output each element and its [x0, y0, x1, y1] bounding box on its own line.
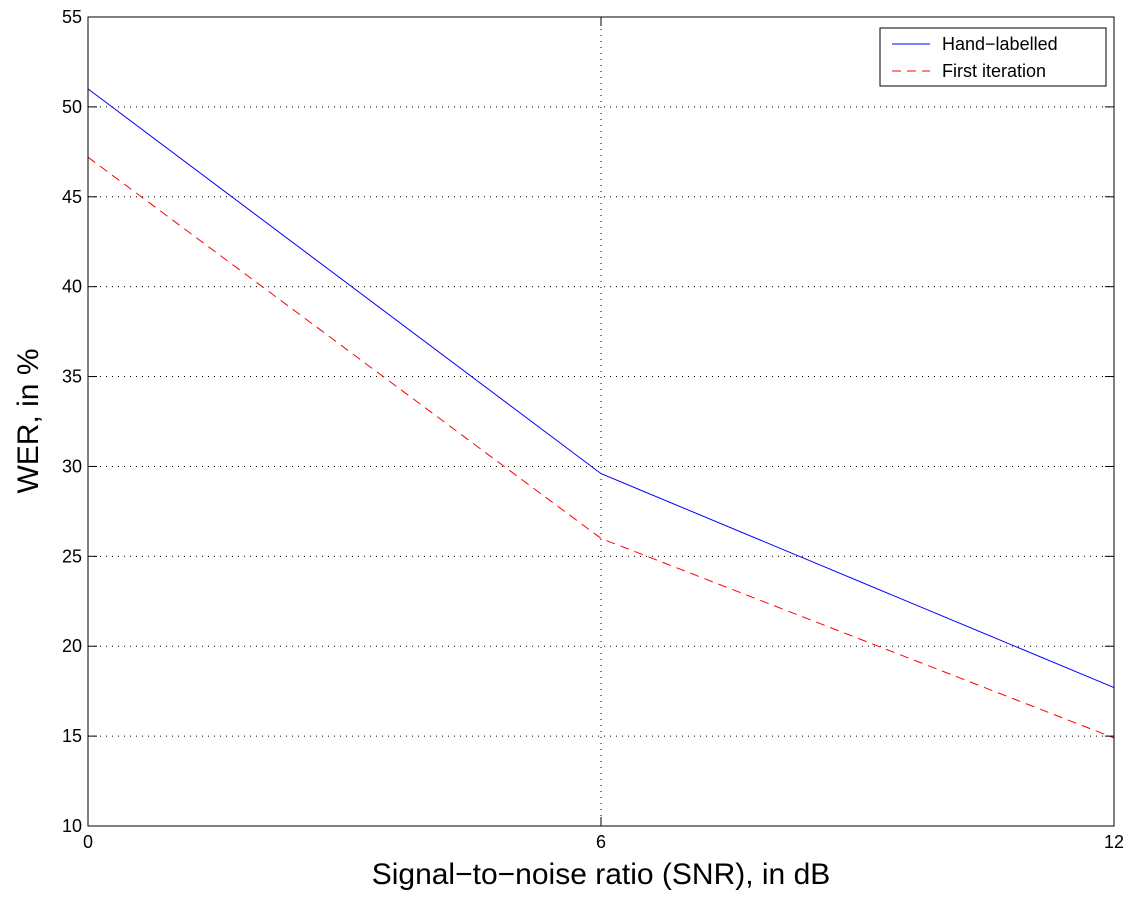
y-tick-label: 40 [62, 277, 82, 297]
x-tick-label: 0 [83, 832, 93, 852]
plot-background [88, 17, 1114, 826]
y-tick-label: 25 [62, 546, 82, 566]
series-line-0 [87, 88, 1115, 689]
y-tick-label: 10 [62, 816, 82, 836]
legend-box [879, 27, 1107, 87]
y-tick-label: 20 [62, 636, 82, 656]
y-tick-label: 55 [62, 7, 82, 27]
y-tick-label: 15 [62, 726, 82, 746]
y-tick-label: 50 [62, 97, 82, 117]
legend: Hand−labelled First iteration [879, 27, 1107, 87]
y-axis-title: WER, in % [12, 348, 45, 493]
series-lines [87, 88, 1115, 739]
axis-ticks: 10 15 20 25 30 35 40 45 50 55 0 6 12 [62, 7, 1124, 852]
x-axis-title: Signal−to−noise ratio (SNR), in dB [372, 858, 831, 891]
y-tick-label: 45 [62, 187, 82, 207]
y-tick-label: 30 [62, 456, 82, 476]
x-tick-label: 12 [1104, 832, 1124, 852]
legend-label-hand-labelled: Hand−labelled [942, 34, 1058, 54]
series-line-1 [87, 156, 1115, 739]
x-tick-label: 6 [596, 832, 606, 852]
y-tick-label: 35 [62, 367, 82, 387]
legend-label-first-iteration: First iteration [942, 61, 1046, 81]
